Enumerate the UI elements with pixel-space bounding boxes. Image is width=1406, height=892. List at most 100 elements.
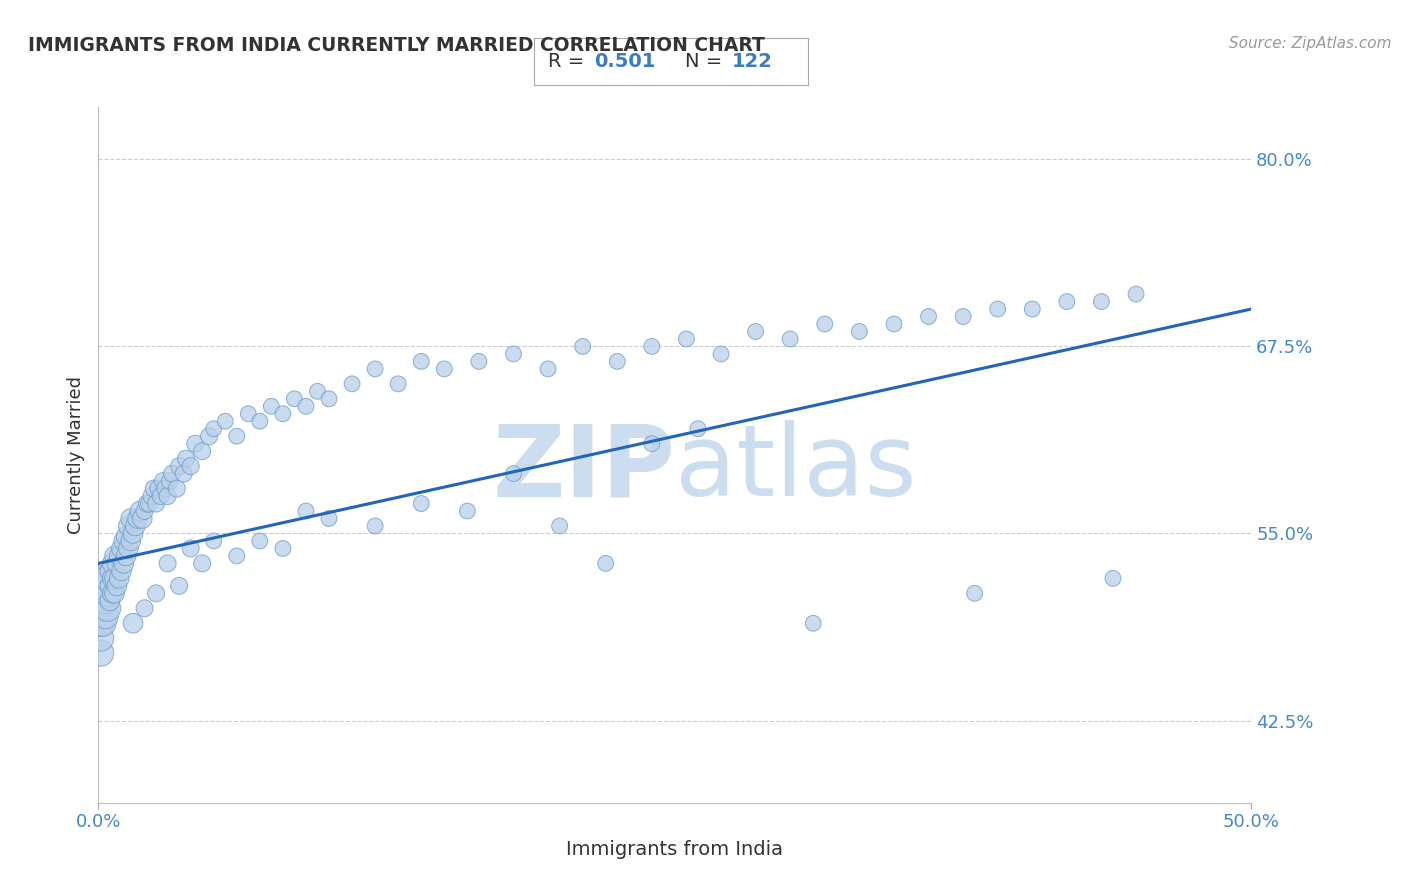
- Text: 0.501: 0.501: [595, 52, 657, 71]
- Point: [295, 399, 318, 413]
- Point: [952, 310, 974, 324]
- Point: [103, 586, 125, 600]
- Point: [115, 549, 138, 563]
- Y-axis label: Currently Married: Currently Married: [67, 376, 86, 534]
- Point: [120, 533, 142, 548]
- Point: [180, 541, 202, 556]
- Point: [145, 586, 167, 600]
- Point: [606, 354, 628, 368]
- Point: [1102, 571, 1125, 585]
- Point: [167, 459, 190, 474]
- Point: [595, 557, 617, 571]
- Point: [710, 347, 733, 361]
- Point: [91, 601, 114, 615]
- Point: [225, 429, 247, 443]
- Point: [801, 616, 824, 631]
- Point: [120, 511, 142, 525]
- Point: [433, 362, 456, 376]
- Point: [744, 325, 766, 339]
- Point: [98, 579, 121, 593]
- Point: [98, 594, 121, 608]
- Point: [97, 571, 120, 585]
- Point: [883, 317, 905, 331]
- Point: [159, 474, 181, 488]
- Point: [238, 407, 260, 421]
- Point: [112, 533, 135, 548]
- Point: [307, 384, 329, 399]
- Text: N =: N =: [685, 52, 728, 71]
- Point: [160, 467, 183, 481]
- Point: [675, 332, 697, 346]
- Point: [94, 608, 117, 623]
- Text: Source: ZipAtlas.com: Source: ZipAtlas.com: [1229, 36, 1392, 51]
- Point: [283, 392, 305, 406]
- Point: [131, 511, 153, 525]
- Point: [91, 586, 114, 600]
- Point: [115, 529, 138, 543]
- Point: [103, 571, 125, 585]
- Point: [260, 399, 283, 413]
- Point: [502, 347, 524, 361]
- Point: [156, 489, 179, 503]
- Point: [108, 549, 131, 563]
- Point: [110, 541, 132, 556]
- Point: [686, 422, 709, 436]
- Point: [117, 541, 139, 556]
- Point: [90, 616, 112, 631]
- Point: [963, 586, 986, 600]
- Point: [364, 519, 387, 533]
- Point: [456, 504, 478, 518]
- Point: [152, 474, 174, 488]
- Point: [101, 586, 124, 600]
- Point: [468, 354, 491, 368]
- Point: [174, 451, 197, 466]
- Point: [124, 519, 146, 533]
- Point: [318, 392, 340, 406]
- Point: [987, 301, 1010, 316]
- Point: [848, 325, 870, 339]
- Point: [91, 571, 114, 585]
- Point: [184, 436, 207, 450]
- Point: [101, 557, 124, 571]
- Point: [202, 533, 225, 548]
- Point: [571, 339, 593, 353]
- Point: [142, 482, 165, 496]
- Point: [173, 467, 195, 481]
- Point: [103, 549, 125, 563]
- Point: [90, 646, 112, 660]
- Point: [295, 504, 318, 518]
- Point: [1090, 294, 1112, 309]
- Point: [202, 422, 225, 436]
- Text: ZIP: ZIP: [492, 420, 675, 517]
- Point: [155, 482, 177, 496]
- Point: [135, 497, 157, 511]
- Point: [122, 616, 145, 631]
- Point: [105, 579, 128, 593]
- Point: [1125, 287, 1147, 301]
- Point: [134, 504, 156, 518]
- Point: [318, 511, 340, 525]
- Point: [105, 557, 128, 571]
- Point: [134, 601, 156, 615]
- Point: [90, 631, 112, 645]
- Point: [149, 489, 172, 503]
- Point: [814, 317, 837, 331]
- Point: [141, 489, 163, 503]
- Point: [502, 467, 524, 481]
- Point: [364, 362, 387, 376]
- Point: [191, 557, 214, 571]
- Point: [127, 511, 149, 525]
- Point: [1021, 301, 1043, 316]
- Point: [641, 436, 664, 450]
- Point: [97, 586, 120, 600]
- Point: [779, 332, 801, 346]
- Point: [148, 482, 170, 496]
- Point: [108, 571, 131, 585]
- Point: [387, 376, 409, 391]
- Point: [94, 579, 117, 593]
- Text: R =: R =: [548, 52, 591, 71]
- Text: IMMIGRANTS FROM INDIA CURRENTLY MARRIED CORRELATION CHART: IMMIGRANTS FROM INDIA CURRENTLY MARRIED …: [28, 36, 765, 54]
- Text: 122: 122: [731, 52, 772, 71]
- Point: [198, 429, 221, 443]
- Point: [94, 594, 117, 608]
